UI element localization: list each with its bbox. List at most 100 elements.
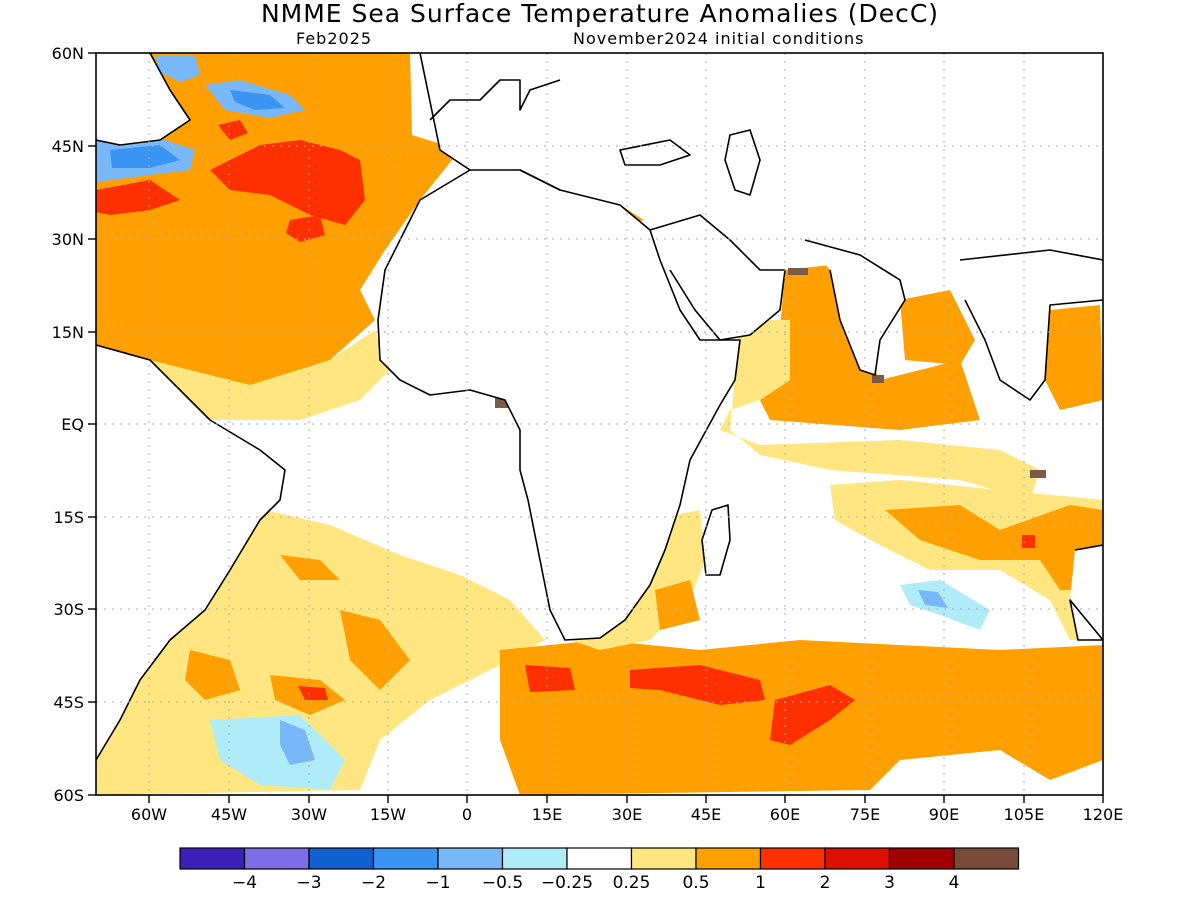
lat-label: 30S <box>53 600 84 619</box>
south-atlantic-yellow <box>96 510 545 795</box>
south-america-coastline <box>96 344 286 761</box>
lon-label: 30E <box>612 805 642 824</box>
colorbar-swatch <box>308 847 375 870</box>
lon-label: 30W <box>291 805 327 824</box>
colorbar-swatch <box>437 847 504 870</box>
europe-coastline <box>419 53 561 191</box>
colorbar-swatch <box>695 847 762 870</box>
colorbar-label: 1 <box>755 873 766 893</box>
north-atlantic-cold-patch <box>230 90 285 110</box>
arabia-coastline <box>649 214 786 341</box>
colorbar-label: 2 <box>820 873 831 893</box>
initial-conditions: November2024 initial conditions <box>573 29 865 48</box>
bay-of-bengal-orange <box>900 290 975 365</box>
south-atlantic-orange <box>280 555 340 580</box>
australia-coastline <box>1069 544 1103 641</box>
colorbar-swatch <box>243 847 310 870</box>
south-indian-red <box>1022 535 1035 548</box>
lon-label: 15E <box>532 805 562 824</box>
colorbar-label: −4 <box>232 873 257 893</box>
map-title: NMME Sea Surface Temperature Anomalies (… <box>260 0 940 28</box>
tropical-atlantic-yellow <box>150 330 390 420</box>
colorbar-label: 3 <box>884 873 895 893</box>
lat-label: 60N <box>52 44 84 63</box>
south-atlantic-cold <box>210 715 345 790</box>
anomaly-field <box>96 53 1103 795</box>
south-atlantic-cold <box>280 720 315 765</box>
coastal-anomaly-brown <box>1030 470 1046 478</box>
south-atlantic-orange <box>340 610 410 690</box>
colorbar-label: −0.5 <box>482 873 523 893</box>
lat-label: 30N <box>52 230 84 249</box>
colorbar-label: −1 <box>425 873 450 893</box>
southeast-asia <box>960 250 1103 400</box>
lon-label: 45W <box>211 805 247 824</box>
lon-label: 60E <box>770 805 800 824</box>
south-america <box>96 345 285 760</box>
colorbar-swatch <box>372 847 439 870</box>
north-america-coast <box>96 53 190 145</box>
lat-label: 60S <box>53 786 84 805</box>
colorbar-label: −2 <box>361 873 386 893</box>
south-china-sea-orange <box>1045 305 1103 410</box>
coastal-anomaly-brown <box>495 398 513 408</box>
north-atlantic-red-patch <box>96 180 180 215</box>
colorbar-swatch <box>501 847 568 870</box>
axis-ticks <box>88 52 1104 803</box>
coastlines <box>96 53 1103 761</box>
lon-label: 75E <box>850 805 880 824</box>
agulhas-orange <box>655 580 700 630</box>
colorbar-swatch <box>824 847 891 870</box>
indian-ocean-yellow <box>720 320 1040 500</box>
lon-label: 60W <box>131 805 167 824</box>
lat-label: 45S <box>53 693 84 712</box>
forecast-month: Feb2025 <box>296 29 373 48</box>
se-asia-coastline <box>959 249 1103 401</box>
lat-label: 45N <box>52 137 84 156</box>
lon-label: 120E <box>1083 805 1124 824</box>
black-sea <box>619 139 691 166</box>
north-atlantic-red-patch <box>286 215 325 242</box>
madagascar <box>702 505 730 575</box>
africa-coastline <box>377 169 741 641</box>
south-indian-cold <box>918 590 948 608</box>
lon-label: 105E <box>1004 805 1045 824</box>
colorbar-label: 0.25 <box>613 873 651 893</box>
colorbar: −4 −3 −2 −1 −0.5 −0.25 0.25 0.5 1 2 3 4 <box>179 847 1020 893</box>
lat-label: 15S <box>53 508 84 527</box>
india <box>805 240 905 375</box>
colorbar-swatch <box>630 847 697 870</box>
north-atlantic-cold-patch <box>110 145 180 168</box>
caspian-sea <box>724 129 761 196</box>
southern-ocean-red <box>630 665 765 705</box>
arabian-sea-orange <box>760 265 980 430</box>
madagascar-coastline <box>701 504 731 576</box>
north-atlantic-cold-patch <box>155 55 200 82</box>
south-atlantic-orange <box>185 650 240 700</box>
colorbar-swatch <box>179 847 246 870</box>
africa <box>378 170 740 640</box>
north-atlantic-red-patch <box>218 120 248 140</box>
lon-label: 45E <box>691 805 721 824</box>
lon-label: 90E <box>929 805 959 824</box>
southern-ocean-red <box>525 665 575 692</box>
lon-label: 0 <box>462 805 472 824</box>
lat-label: 15N <box>52 323 84 342</box>
colorbar-swatch <box>566 847 633 870</box>
colorbar-label: 4 <box>949 873 960 893</box>
north-atlantic-warm-region <box>96 53 460 390</box>
latitude-labels: 60N 45N 30N 15N EQ 15S 30S 45S 60S <box>52 44 84 805</box>
north-atlantic-red-patch <box>210 140 365 225</box>
colorbar-swatch <box>759 847 826 870</box>
lon-label: 15W <box>370 805 406 824</box>
coastal-anomaly-brown <box>872 375 884 383</box>
south-atlantic-red <box>298 686 328 700</box>
europe <box>420 53 1103 230</box>
colorbar-swatch <box>953 847 1020 870</box>
arabian-peninsula <box>650 215 785 340</box>
coastal-anomaly-brown <box>788 268 808 275</box>
india-coastline <box>804 239 906 376</box>
southern-ocean-red <box>770 685 855 745</box>
longitude-labels: 60W 45W 30W 15W 0 15E 30E 45E 60E 75E 90… <box>131 805 1123 824</box>
